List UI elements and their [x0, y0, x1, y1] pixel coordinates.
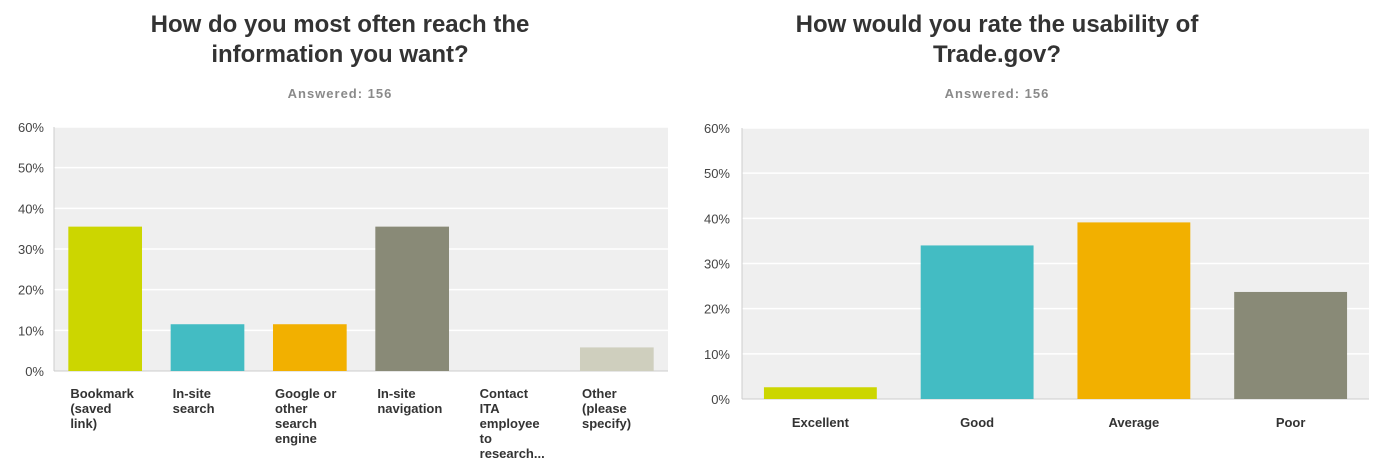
y-tick-label: 50%: [18, 161, 44, 176]
chart-title: How would you rate the usability of Trad…: [693, 10, 1301, 70]
y-tick-label: 10%: [18, 323, 44, 338]
y-tick-label: 0%: [711, 392, 730, 407]
chart-title-line: information you want?: [211, 41, 469, 68]
y-tick-label: 40%: [704, 211, 730, 226]
chart-title-line: How do you most often reach the: [150, 11, 530, 38]
y-tick-label: 0%: [25, 364, 44, 379]
x-category-label: Google or other search engine: [275, 386, 336, 446]
x-category-label: In-site navigation: [377, 386, 442, 416]
y-tick-label: 20%: [18, 283, 44, 298]
x-category-label: In-site search: [173, 386, 215, 416]
bar: [68, 226, 143, 371]
x-category-label: Good: [960, 415, 994, 430]
x-category-label: Contact ITA employee to research...: [480, 386, 545, 461]
x-category-label: Other (please specify): [582, 386, 631, 431]
y-tick-label: 60%: [18, 120, 44, 135]
y-tick-label: 50%: [704, 166, 730, 181]
bar: [763, 387, 877, 399]
chart-panel-usability: How would you rate the usability of Trad…: [693, 0, 1386, 476]
chart-panel-reach-info: How do you most often reach the informat…: [0, 0, 680, 476]
y-tick-label: 30%: [704, 257, 730, 272]
chart-title-line: How would you rate the usability of: [795, 11, 1199, 38]
bar-chart-usability: 0% 10% 20% 30% 40% 50% 60% Excellent Good Average…: [704, 121, 1369, 430]
y-tick-label: 20%: [704, 302, 730, 317]
bar: [375, 226, 450, 371]
bar: [920, 245, 1034, 399]
bar: [1234, 291, 1348, 399]
bar-chart-reach-info: 0% 10% 20% 30% 40% 50% 60% Bookmark (saved link) I…: [18, 120, 668, 461]
y-tick-label: 40%: [18, 201, 44, 216]
x-category-label: Excellent: [792, 415, 850, 430]
bar: [579, 347, 654, 371]
y-tick-label: 30%: [18, 242, 44, 257]
answered-count: Answered: 156: [944, 86, 1050, 101]
chart-title: How do you most often reach the informat…: [0, 10, 680, 70]
answered-count: Answered: 156: [287, 86, 393, 101]
x-category-label: Bookmark (saved link): [70, 386, 134, 431]
bar: [1077, 222, 1191, 399]
y-tick-label: 60%: [704, 121, 730, 136]
x-category-label: Average: [1108, 415, 1159, 430]
bar: [272, 324, 347, 371]
bar: [170, 324, 245, 371]
x-category-label: Poor: [1276, 415, 1306, 430]
chart-title-line: Trade.gov?: [932, 41, 1062, 68]
y-tick-label: 10%: [704, 347, 730, 362]
